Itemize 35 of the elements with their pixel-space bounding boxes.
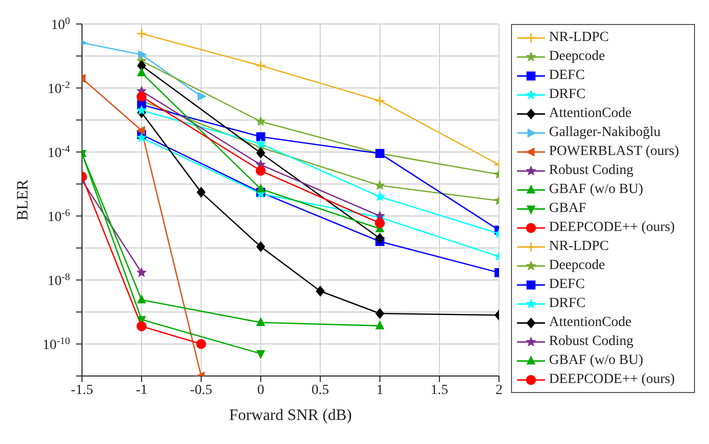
y-axis-title: BLER	[14, 179, 32, 220]
legend-label: DEEPCODE++ (ours)	[549, 372, 675, 388]
legend-label: Deepcode	[549, 48, 605, 64]
x-tick-label: 0	[257, 382, 264, 398]
legend-label: Gallager-Nakiboğlu	[549, 124, 661, 140]
y-tick-label: 10$^{0}$	[51, 16, 70, 33]
legend-label: DEFC	[549, 276, 585, 292]
legend-label: AttentionCode	[549, 106, 632, 122]
y-tick-label: 10$^{-4}$	[48, 144, 70, 161]
legend-label: NR-LDPC	[549, 30, 609, 46]
x-tick-label: -1	[136, 382, 148, 398]
legend-label: GBAF (w/o BU)	[549, 182, 644, 198]
x-tick-label: 2	[496, 382, 502, 398]
legend-label: NR-LDPC	[549, 238, 609, 254]
legend-label: Deepcode	[549, 258, 605, 274]
legend-label: AttentionCode	[549, 314, 632, 330]
x-tick-label: 1.5	[430, 382, 448, 398]
x-tick-label: -1.5	[70, 382, 94, 398]
legend-label: Robust Coding	[549, 162, 634, 178]
legend-label: DEEPCODE++ (ours)	[549, 220, 675, 236]
x-tick-label: 1	[376, 382, 384, 398]
legend-label: Robust Coding	[549, 334, 634, 350]
legend-label: GBAF (w/o BU)	[549, 352, 644, 368]
legend-label: DEFC	[549, 68, 585, 84]
y-tick-label: 10$^{-6}$	[48, 208, 70, 225]
legend-label: DRFC	[549, 86, 586, 102]
legend-label: POWERBLAST (ours)	[549, 144, 680, 160]
legend-label: DRFC	[549, 296, 586, 312]
x-tick-label: 0.5	[312, 382, 330, 398]
y-tick-label: 10$^{-10}$	[42, 336, 70, 353]
legend-label: GBAF	[549, 200, 586, 216]
y-tick-label: 10$^{-8}$	[48, 272, 70, 289]
x-tick-label: -0.5	[190, 382, 212, 398]
x-axis-title: Forward SNR (dB)	[229, 407, 352, 424]
y-tick-label: 10$^{-2}$	[48, 80, 70, 97]
